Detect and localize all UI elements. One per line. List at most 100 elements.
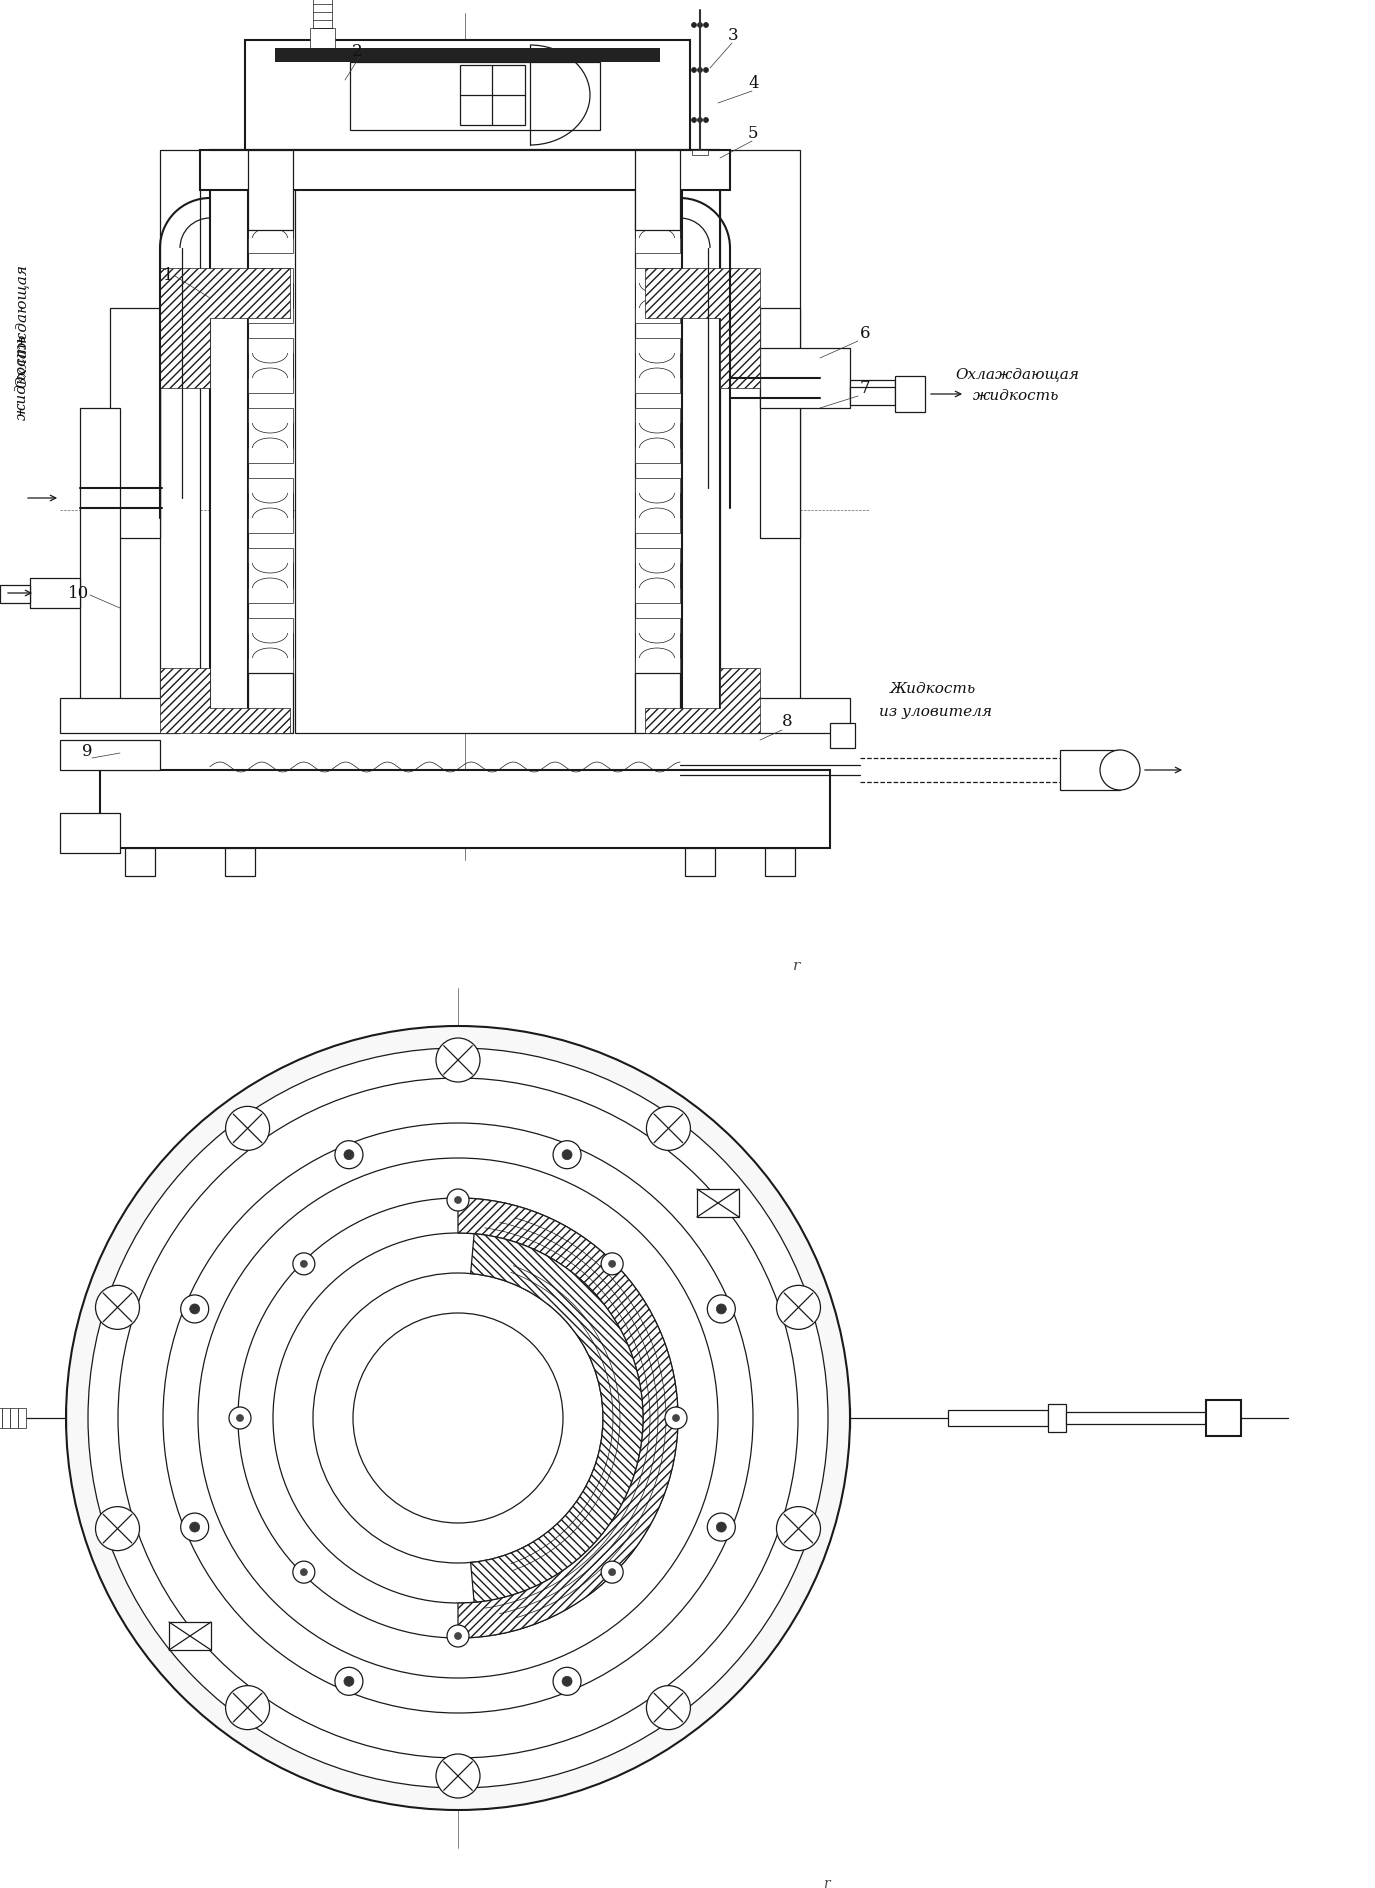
Circle shape <box>88 1048 828 1788</box>
Bar <box>682 149 720 733</box>
Bar <box>1060 750 1121 789</box>
Bar <box>248 548 293 602</box>
Bar <box>635 149 681 230</box>
Bar <box>351 62 600 130</box>
Bar <box>60 740 160 770</box>
Circle shape <box>336 1140 363 1169</box>
Circle shape <box>293 1561 315 1584</box>
Circle shape <box>230 1407 252 1429</box>
Circle shape <box>236 1414 243 1422</box>
Bar <box>80 408 120 708</box>
Polygon shape <box>645 668 760 733</box>
Bar <box>30 578 80 608</box>
Bar <box>760 347 850 408</box>
Circle shape <box>314 1273 604 1563</box>
Circle shape <box>198 1157 718 1678</box>
Circle shape <box>707 1512 736 1541</box>
Bar <box>248 672 293 733</box>
Bar <box>635 672 681 733</box>
Polygon shape <box>160 668 290 733</box>
Bar <box>110 308 160 538</box>
Circle shape <box>95 1507 139 1550</box>
Circle shape <box>646 1106 690 1150</box>
Bar <box>895 376 925 412</box>
Circle shape <box>190 1305 199 1314</box>
Bar <box>309 28 336 47</box>
Bar <box>947 1410 1048 1425</box>
Bar <box>100 770 830 848</box>
Bar <box>110 308 160 538</box>
Bar <box>635 268 681 323</box>
Circle shape <box>66 1025 850 1811</box>
Bar <box>60 814 120 853</box>
Bar <box>682 149 720 733</box>
Circle shape <box>777 1507 821 1550</box>
Circle shape <box>672 1414 679 1422</box>
Bar <box>248 268 293 323</box>
Bar <box>245 40 690 62</box>
Bar <box>60 814 120 853</box>
Text: r: r <box>824 1877 829 1888</box>
Bar <box>635 478 681 532</box>
Bar <box>210 149 248 733</box>
Circle shape <box>646 1686 690 1729</box>
Circle shape <box>601 1561 623 1584</box>
Bar <box>296 149 635 733</box>
Circle shape <box>704 117 708 123</box>
Circle shape <box>300 1261 308 1267</box>
Circle shape <box>666 1407 688 1429</box>
Bar <box>169 1622 210 1650</box>
Circle shape <box>344 1150 353 1159</box>
Wedge shape <box>458 1199 678 1639</box>
Circle shape <box>226 1686 270 1729</box>
Circle shape <box>697 68 703 72</box>
Bar <box>765 848 795 876</box>
Text: из уловителя: из уловителя <box>879 704 991 719</box>
Circle shape <box>180 1512 209 1541</box>
Bar <box>60 740 160 770</box>
Circle shape <box>692 68 697 72</box>
Bar <box>100 770 830 848</box>
Circle shape <box>180 1295 209 1323</box>
Circle shape <box>697 23 703 28</box>
Circle shape <box>609 1261 616 1267</box>
Wedge shape <box>470 1233 644 1603</box>
Circle shape <box>344 1677 353 1686</box>
Circle shape <box>238 1199 678 1639</box>
Bar <box>245 40 275 149</box>
Bar <box>660 40 690 149</box>
Bar <box>160 149 199 702</box>
Bar <box>830 723 855 748</box>
Bar <box>199 149 220 191</box>
Bar <box>635 149 681 230</box>
Bar <box>697 1189 738 1218</box>
Circle shape <box>190 1522 199 1531</box>
Circle shape <box>274 1233 644 1603</box>
Bar <box>314 0 331 28</box>
Bar <box>635 672 681 733</box>
Circle shape <box>697 117 703 123</box>
Circle shape <box>118 1078 798 1758</box>
Bar <box>760 308 800 538</box>
Text: 8: 8 <box>782 714 792 731</box>
Circle shape <box>455 1633 462 1639</box>
Circle shape <box>601 1254 623 1274</box>
Bar <box>248 338 293 393</box>
Bar <box>0 585 30 602</box>
Bar <box>635 198 681 253</box>
Text: 3: 3 <box>727 26 738 43</box>
Circle shape <box>716 1305 726 1314</box>
Bar <box>635 548 681 602</box>
Circle shape <box>447 1626 469 1646</box>
Text: 7: 7 <box>859 379 870 396</box>
Bar <box>1206 1401 1242 1437</box>
Circle shape <box>704 68 708 72</box>
Bar <box>226 848 254 876</box>
Circle shape <box>692 23 697 28</box>
Text: Охлаждающая: Охлаждающая <box>15 264 29 389</box>
Bar <box>248 198 293 253</box>
Bar <box>18 1408 26 1427</box>
Circle shape <box>226 1106 270 1150</box>
Bar <box>760 308 800 538</box>
Circle shape <box>562 1677 572 1686</box>
